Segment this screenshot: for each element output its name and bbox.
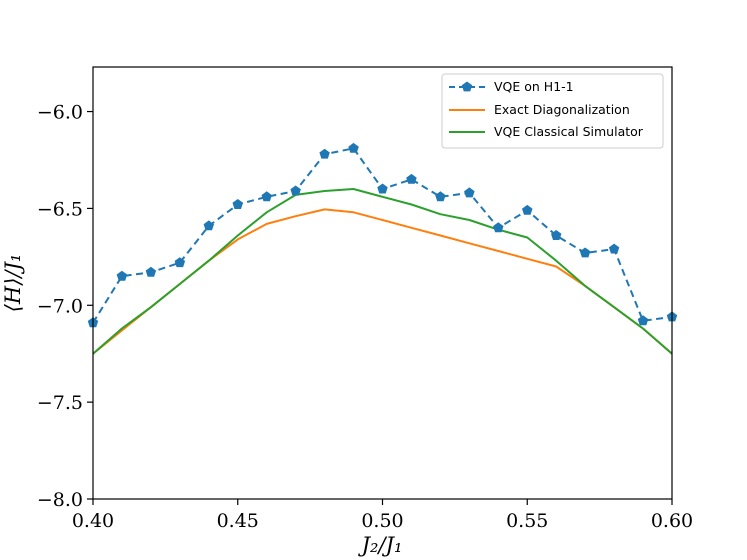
data-point: [493, 222, 504, 233]
data-point: [435, 191, 446, 202]
data-point: [290, 185, 301, 196]
legend: VQE on H1-1 Exact Diagonalization VQE Cl…: [441, 73, 664, 149]
y-tick-label: −8.0: [37, 489, 83, 511]
data-point: [522, 204, 533, 215]
data-point: [174, 257, 186, 268]
x-tick-label: 0.60: [651, 510, 693, 532]
legend-box: [441, 73, 664, 149]
data-point: [377, 183, 388, 194]
legend-label-simulator: VQE Classical Simulator: [494, 124, 644, 139]
y-tick-label: −7.5: [37, 392, 83, 414]
data-point: [579, 247, 591, 258]
y-tick-label: −7.0: [37, 295, 83, 317]
data-point: [261, 191, 272, 202]
data-point: [348, 142, 359, 153]
y-tick-label: −6.5: [37, 198, 83, 220]
y-axis-label: ⟨H⟩/J₁: [1, 254, 25, 313]
data-point: [551, 230, 562, 240]
x-tick-label: 0.40: [72, 510, 114, 532]
data-point: [637, 315, 649, 326]
legend-marker-pentagon: [461, 81, 473, 92]
data-point: [116, 270, 128, 281]
legend-label-exact: Exact Diagonalization: [494, 102, 630, 117]
x-axis-label: J₂/J₁: [358, 533, 403, 557]
legend-label-vqe-h1: VQE on H1-1: [494, 79, 574, 94]
data-point: [464, 187, 475, 198]
data-point: [145, 266, 157, 277]
data-point: [319, 148, 330, 159]
data-point: [232, 199, 243, 209]
data-point: [608, 243, 620, 254]
x-tick-label: 0.50: [361, 510, 403, 532]
y-tick-label: −6.0: [37, 102, 83, 124]
data-point: [203, 220, 214, 231]
axes-layer: 0.40 0.45 0.50 0.55 0.60 −6.0 −6.5 −7.0 −7.5 −8.0: [37, 102, 693, 532]
x-tick-label: 0.55: [506, 510, 548, 532]
series-layer: [87, 142, 678, 355]
data-point: [406, 173, 417, 184]
x-tick-label: 0.45: [217, 510, 259, 532]
series-line-vqe-classical-simulator: [92, 188, 673, 355]
